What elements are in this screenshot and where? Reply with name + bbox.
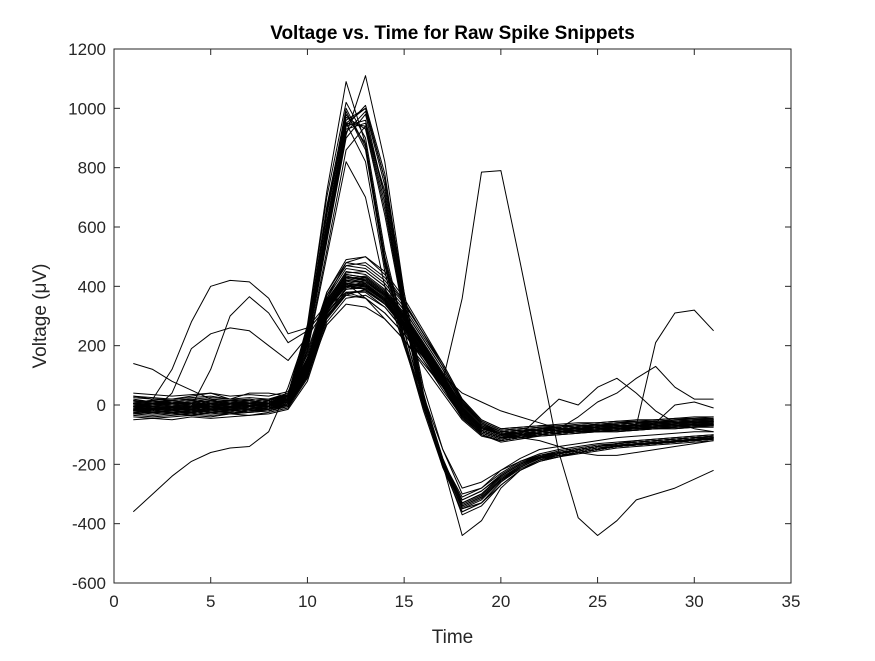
y-tick-label: 400 xyxy=(78,277,106,296)
x-axis-label: Time xyxy=(432,627,474,648)
x-tick-label: 30 xyxy=(685,592,704,611)
x-tick-label: 25 xyxy=(588,592,607,611)
axes-box xyxy=(113,48,792,584)
x-tick-label: 0 xyxy=(109,592,118,611)
x-tick-label: 10 xyxy=(298,592,317,611)
x-tick-label: 20 xyxy=(491,592,510,611)
x-tick-label: 35 xyxy=(782,592,801,611)
plot-area xyxy=(114,49,791,583)
series-line-48 xyxy=(133,107,714,489)
y-tick-label: -600 xyxy=(72,574,106,593)
series-line-59 xyxy=(133,274,714,433)
y-axis-label: Voltage (μV) xyxy=(30,264,51,369)
y-tick-label: 0 xyxy=(97,396,106,415)
series-line-58 xyxy=(133,279,714,434)
y-tick-label: 600 xyxy=(78,218,106,237)
x-tick-label: 15 xyxy=(395,592,414,611)
y-tick-label: -200 xyxy=(72,455,106,474)
y-tick-label: -400 xyxy=(72,515,106,534)
series-line-56 xyxy=(133,282,714,436)
series-line-49 xyxy=(132,291,714,513)
series-lines xyxy=(132,75,714,536)
y-tick-label: 200 xyxy=(78,337,106,356)
y-tick-label: 1000 xyxy=(68,99,106,118)
x-tick-label: 5 xyxy=(206,592,215,611)
y-tick-label: 1200 xyxy=(68,40,106,59)
axis-ticks: 0 5 10 15 20 25 30 35 -600 -400 -200 0 200 400 600 800 1… xyxy=(68,40,800,611)
chart-title: Voltage vs. Time for Raw Spike Snippets xyxy=(270,23,635,44)
series-line-51 xyxy=(133,279,714,436)
series-line-57 xyxy=(133,285,714,439)
y-tick-label: 800 xyxy=(78,159,106,178)
